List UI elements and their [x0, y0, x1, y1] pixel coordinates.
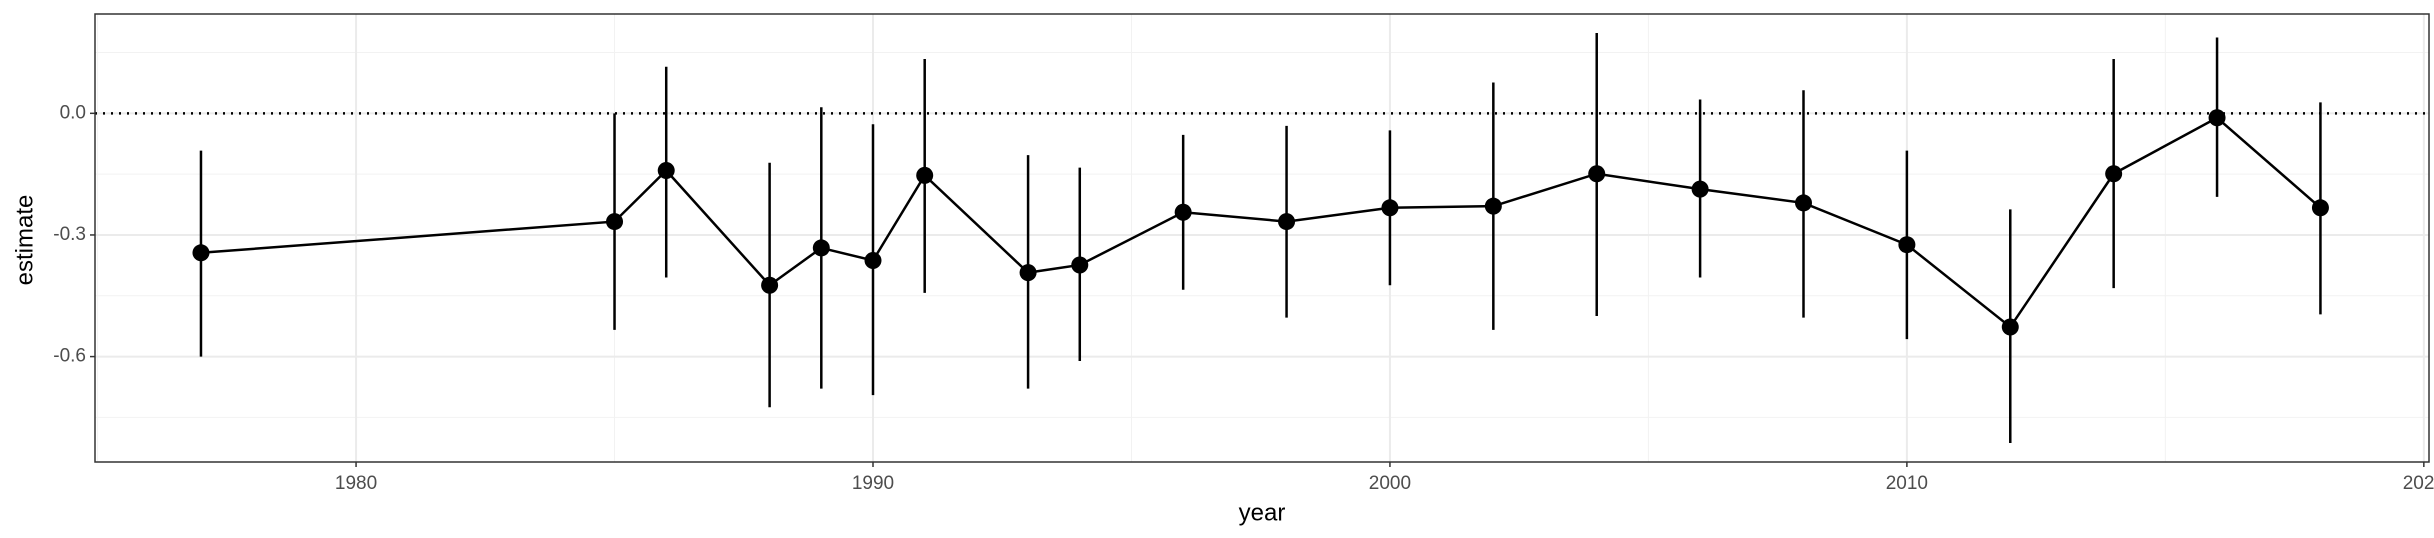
point [1588, 165, 1606, 183]
x-tick-label: 2010 [1886, 473, 1928, 494]
point [606, 213, 624, 231]
point [2105, 165, 2123, 183]
point [1794, 194, 1812, 212]
point [1691, 180, 1709, 198]
point [657, 161, 675, 179]
y-axis-title: estimate [11, 195, 38, 286]
point [1019, 264, 1037, 282]
x-axis-title: year [1239, 499, 1286, 526]
x-tick-label: 1990 [852, 473, 894, 494]
point [2208, 109, 2226, 127]
point [812, 239, 830, 257]
point [1174, 203, 1192, 221]
y-tick-label: -0.6 [53, 346, 86, 367]
point [864, 252, 882, 270]
point [916, 166, 934, 184]
y-tick-label: 0.0 [60, 102, 86, 123]
point [1484, 197, 1502, 215]
point [2001, 318, 2019, 336]
x-tick-label: 2000 [1369, 473, 1411, 494]
point [1898, 236, 1916, 254]
y-tick-label: -0.3 [53, 224, 86, 245]
x-tick-label: 1980 [335, 473, 377, 494]
plot-border [94, 13, 2430, 463]
point [192, 244, 210, 262]
point [761, 276, 779, 294]
point [1071, 256, 1089, 274]
point [1278, 213, 1296, 231]
point [1381, 199, 1399, 217]
point [2311, 199, 2329, 217]
